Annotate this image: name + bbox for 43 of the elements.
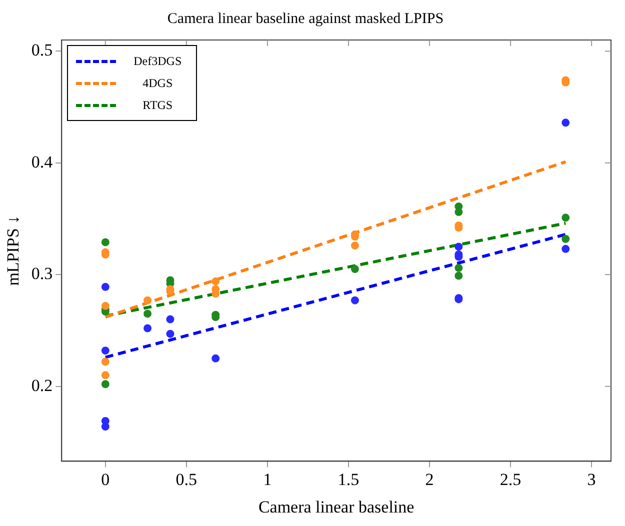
point bbox=[454, 264, 463, 272]
x-axis-title: Camera linear baseline bbox=[258, 497, 414, 516]
point bbox=[101, 380, 110, 388]
point bbox=[101, 302, 110, 310]
point bbox=[350, 296, 359, 304]
y-axis-title: mLPIPS ↓ bbox=[4, 215, 23, 286]
legend-label: RTGS bbox=[142, 98, 174, 112]
x-tick-label: 0.5 bbox=[176, 470, 198, 489]
point bbox=[144, 296, 152, 304]
point bbox=[144, 324, 152, 332]
legend-label: Def3DGS bbox=[132, 54, 183, 68]
point bbox=[166, 315, 174, 324]
point bbox=[101, 422, 110, 431]
x-tick-label: 2.5 bbox=[500, 470, 522, 489]
x-tick-label: 3 bbox=[587, 470, 596, 489]
point bbox=[101, 346, 110, 355]
x-tick-label: 1 bbox=[263, 470, 272, 489]
x-tick-label: 1.5 bbox=[338, 470, 360, 489]
point bbox=[212, 277, 220, 286]
x-tick-label: 0 bbox=[101, 470, 110, 489]
point bbox=[101, 282, 110, 291]
x-tick-label: 2 bbox=[425, 470, 434, 489]
point bbox=[562, 234, 570, 243]
point bbox=[212, 354, 220, 362]
point bbox=[562, 214, 570, 222]
point bbox=[562, 118, 570, 127]
y-tick-label: 0.4 bbox=[31, 152, 54, 172]
point bbox=[562, 244, 570, 253]
point bbox=[101, 238, 110, 246]
chart-title: Camera linear baseline against masked LPIPS bbox=[167, 10, 444, 27]
y-tick-label: 0.3 bbox=[31, 264, 53, 284]
point bbox=[350, 265, 359, 274]
point bbox=[350, 242, 359, 250]
y-tick-label: 0.2 bbox=[31, 376, 53, 395]
point bbox=[101, 371, 110, 380]
point bbox=[454, 242, 463, 251]
point bbox=[454, 208, 463, 216]
point bbox=[166, 330, 174, 338]
y-tick-label: 0.5 bbox=[31, 40, 53, 60]
point bbox=[101, 358, 110, 366]
point bbox=[144, 310, 152, 318]
legend-label: 4DGS bbox=[142, 76, 174, 90]
point bbox=[454, 272, 463, 280]
